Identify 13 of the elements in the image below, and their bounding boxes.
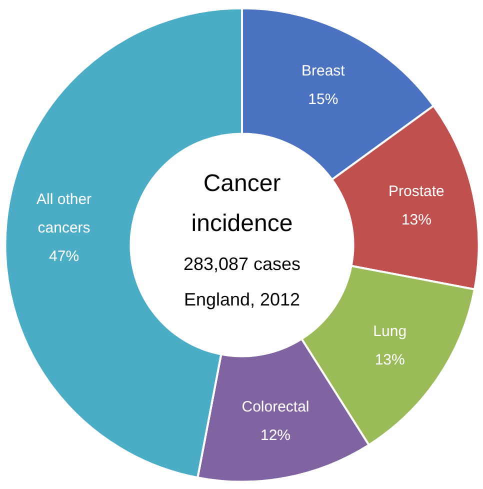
data-label: 12% <box>260 426 291 444</box>
data-label: 15% <box>308 91 338 108</box>
slice-label: Colorectal <box>242 398 310 416</box>
slice-label: Lung <box>373 322 407 340</box>
text: Cancer incidence <box>191 170 293 238</box>
text: 283,087 cases <box>183 254 301 274</box>
data-label: 47% <box>49 248 80 266</box>
data-label: 13% <box>374 351 405 368</box>
data-label: 13% <box>401 212 432 229</box>
slice-label: All other cancers <box>36 191 92 237</box>
text: England, 2012 <box>184 290 300 310</box>
slice-label: Breast <box>301 62 346 80</box>
slice-label: Prostate <box>388 183 444 200</box>
